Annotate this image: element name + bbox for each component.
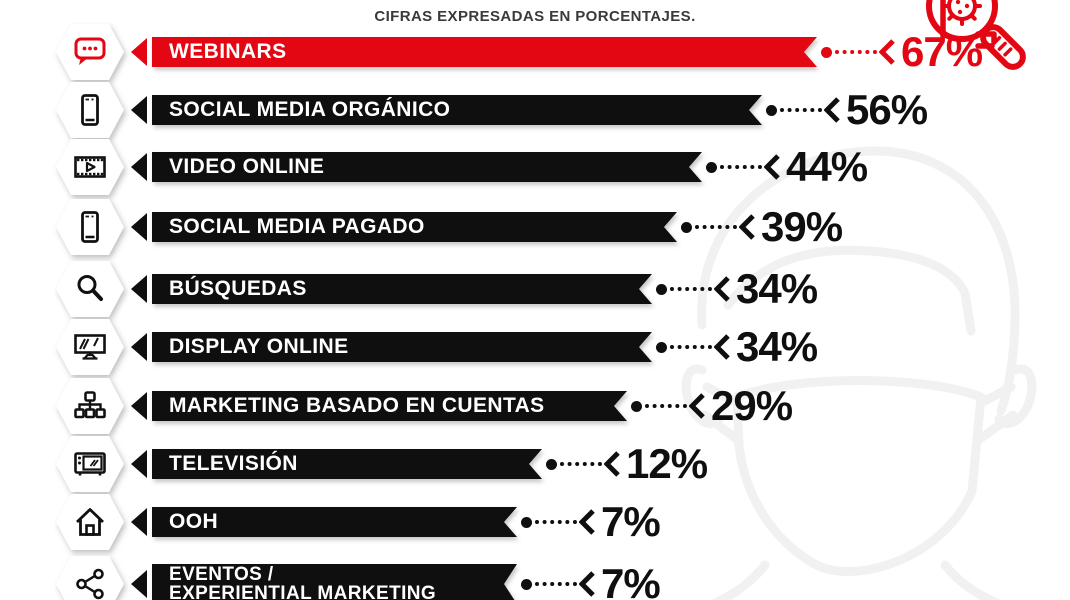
value-label: 29% [711, 382, 793, 429]
chevron-left-icon [689, 393, 705, 419]
account-hierarchy-icon [72, 388, 108, 424]
category-hexagon [56, 139, 124, 195]
speech-bubble-icon [72, 34, 108, 70]
category-hexagon [56, 261, 124, 317]
leader-dot [521, 516, 532, 528]
category-bar: SOCIAL MEDIA ORGÁNICO [152, 95, 762, 125]
bar-left-arrow-icon [131, 333, 147, 361]
smartphone-icon [72, 92, 108, 128]
value-label: 56% [846, 86, 928, 133]
category-label: BÚSQUEDAS [169, 277, 307, 301]
category-hexagon [56, 82, 124, 138]
chevron-left-icon [604, 451, 620, 477]
category-label: MARKETING BASADO EN CUENTAS [169, 394, 545, 418]
category-bar: OOH [152, 507, 517, 537]
category-bar: DISPLAY ONLINE [152, 332, 652, 362]
category-hexagon [56, 556, 124, 600]
value-label: 44% [786, 143, 868, 190]
leader-dot [521, 578, 532, 590]
bar-left-arrow-icon [131, 153, 147, 181]
leader-dot [546, 458, 557, 470]
video-film-strip-icon [72, 149, 108, 185]
leader-dotted-line [720, 165, 762, 169]
chevron-left-icon [739, 214, 755, 240]
leader-dotted-line [670, 287, 712, 291]
bar-left-arrow-icon [131, 392, 147, 420]
category-bar: WEBINARS [152, 37, 817, 67]
chevron-left-icon [579, 571, 595, 597]
display-monitor-icon [72, 329, 108, 365]
leader-dot [656, 341, 667, 353]
leader-dot [681, 221, 692, 233]
value-label: 7% [601, 498, 661, 545]
category-label: OOH [169, 510, 219, 534]
category-bar: EVENTOS / EXPERIENTIAL MARKETING [152, 564, 517, 600]
chevron-left-icon [879, 39, 895, 65]
value-label: 34% [736, 323, 818, 370]
leader-dotted-line [695, 225, 737, 229]
value-label: 34% [736, 265, 818, 312]
category-label: WEBINARS [169, 40, 287, 64]
category-hexagon [56, 436, 124, 492]
chart-subtitle: CIFRAS EXPRESADAS EN PORCENTAJES. [374, 8, 696, 25]
category-bar: MARKETING BASADO EN CUENTAS [152, 391, 627, 421]
category-bar: SOCIAL MEDIA PAGADO [152, 212, 677, 242]
category-label: EVENTOS / EXPERIENTIAL MARKETING [169, 563, 437, 600]
category-label: SOCIAL MEDIA ORGÁNICO [169, 98, 451, 122]
house-icon [72, 504, 108, 540]
smartphone-icon [72, 209, 108, 245]
leader-dot [656, 283, 667, 295]
leader-dotted-line [670, 345, 712, 349]
value-label: 39% [761, 203, 843, 250]
leader-dotted-line [535, 582, 577, 586]
magnifier-icon [72, 271, 108, 307]
category-bar: TELEVISIÓN [152, 449, 542, 479]
category-hexagon [56, 494, 124, 550]
category-bar: VIDEO ONLINE [152, 152, 702, 182]
chevron-left-icon [764, 154, 780, 180]
category-hexagon [56, 24, 124, 80]
bar-left-arrow-icon [131, 450, 147, 478]
virus-magnifier-icon [926, 0, 1026, 70]
value-label: 12% [626, 440, 708, 487]
bar-left-arrow-icon [131, 96, 147, 124]
television-icon [72, 446, 108, 482]
leader-dotted-line [780, 108, 822, 112]
chevron-left-icon [714, 276, 730, 302]
bar-left-arrow-icon [131, 38, 147, 66]
bar-left-arrow-icon [131, 275, 147, 303]
value-label: 67% [901, 28, 983, 75]
leader-dot [631, 400, 642, 412]
share-network-icon [72, 566, 108, 600]
leader-dot [706, 161, 717, 173]
leader-dotted-line [645, 404, 687, 408]
category-label: TELEVISIÓN [169, 452, 298, 476]
value-label: 7% [601, 560, 661, 600]
leader-dotted-line [835, 50, 877, 54]
bar-left-arrow-icon [131, 570, 147, 598]
category-bar: BÚSQUEDAS [152, 274, 652, 304]
leader-dot [766, 104, 777, 116]
bar-left-arrow-icon [131, 508, 147, 536]
chevron-left-icon [579, 509, 595, 535]
leader-dot [821, 46, 832, 58]
category-hexagon [56, 378, 124, 434]
chevron-left-icon [824, 97, 840, 123]
bar-left-arrow-icon [131, 213, 147, 241]
category-label: SOCIAL MEDIA PAGADO [169, 215, 425, 239]
chevron-left-icon [714, 334, 730, 360]
category-label: VIDEO ONLINE [169, 155, 325, 179]
category-label: DISPLAY ONLINE [169, 335, 349, 359]
leader-dotted-line [535, 520, 577, 524]
leader-dotted-line [560, 462, 602, 466]
category-hexagon [56, 199, 124, 255]
man-with-face-mask-watermark [681, 146, 1037, 600]
category-hexagon [56, 319, 124, 375]
